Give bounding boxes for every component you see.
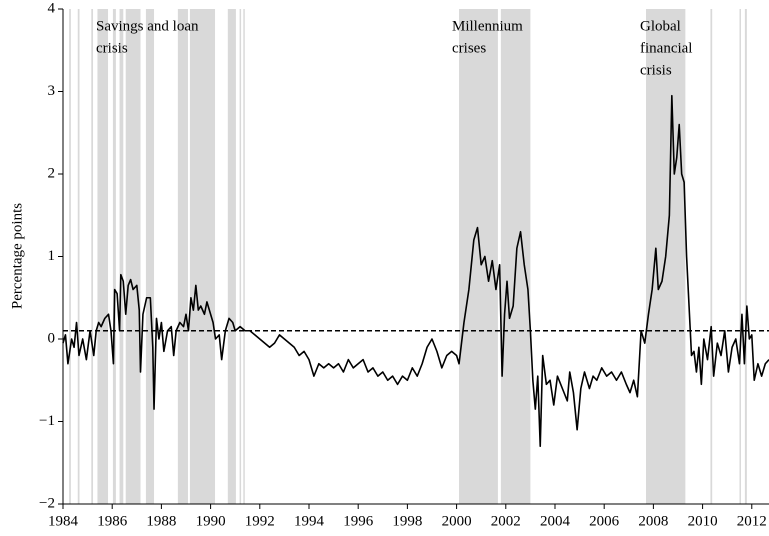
annotation: crisis xyxy=(640,62,672,78)
shaded-period xyxy=(459,9,498,504)
y-tick-label: 0 xyxy=(48,330,56,346)
x-tick-label: 2006 xyxy=(589,513,620,529)
shaded-period xyxy=(177,9,188,504)
shaded-period xyxy=(189,9,216,504)
x-tick-label: 1988 xyxy=(146,513,176,529)
x-tick-label: 2004 xyxy=(540,513,571,529)
annotation: financial xyxy=(640,40,692,56)
shaded-period xyxy=(744,9,747,504)
shaded-period xyxy=(239,9,242,504)
shaded-period xyxy=(77,9,80,504)
shaded-period xyxy=(145,9,155,504)
y-tick-label: 1 xyxy=(48,248,56,264)
y-tick-label: −2 xyxy=(39,495,55,511)
shaded-period xyxy=(739,9,741,504)
x-tick-label: 1998 xyxy=(392,513,422,529)
x-tick-label: 2012 xyxy=(737,513,767,529)
annotation: Global xyxy=(640,18,681,34)
x-tick-label: 1986 xyxy=(97,513,128,529)
shaded-period xyxy=(710,9,713,504)
annotation: crises xyxy=(452,40,486,56)
x-tick-label: 2000 xyxy=(442,513,472,529)
y-tick-label: −1 xyxy=(39,413,55,429)
shaded-period xyxy=(112,9,116,504)
x-tick-label: 2008 xyxy=(638,513,668,529)
y-tick-label: 4 xyxy=(48,0,56,16)
shaded-period xyxy=(125,9,141,504)
x-tick-label: 1984 xyxy=(48,513,79,529)
shaded-period xyxy=(69,9,71,504)
x-tick-label: 1990 xyxy=(196,513,226,529)
data-line xyxy=(62,94,769,448)
y-tick-label: 2 xyxy=(48,165,56,181)
x-tick-label: 2010 xyxy=(688,513,718,529)
y-tick-label: 3 xyxy=(48,83,56,99)
x-tick-label: 2002 xyxy=(491,513,521,529)
x-tick-label: 1992 xyxy=(245,513,275,529)
shaded-period xyxy=(243,9,245,504)
shaded-period xyxy=(91,9,94,504)
y-axis-label: Percentage points xyxy=(9,203,25,309)
shaded-period xyxy=(97,9,109,504)
shaded-period xyxy=(119,9,124,504)
x-tick-label: 1994 xyxy=(294,513,325,529)
annotation: crisis xyxy=(96,40,128,56)
annotation: Millennium xyxy=(452,18,523,34)
shaded-period xyxy=(227,9,236,504)
x-tick-label: 1996 xyxy=(343,513,374,529)
annotation: Savings and loan xyxy=(96,18,199,34)
